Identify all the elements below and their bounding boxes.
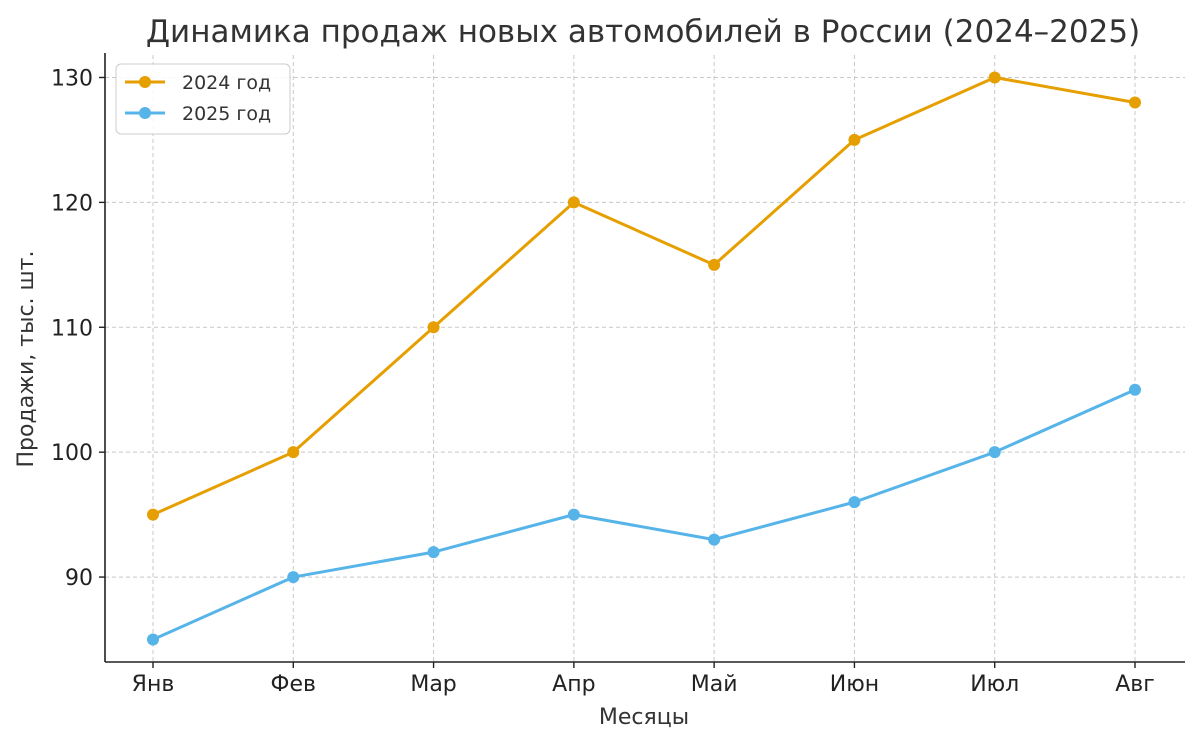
- y-tick-label: 110: [51, 316, 93, 341]
- legend-marker: [139, 107, 151, 119]
- legend: 2024 год 2025 год: [115, 63, 291, 135]
- y-axis-label: Продажи, тыс. шт.: [14, 251, 39, 468]
- chart-title: Динамика продаж новых автомобилей в Росс…: [146, 14, 1140, 50]
- x-tick-label: Апр: [552, 672, 595, 697]
- x-axis-label: Месяцы: [599, 705, 689, 730]
- data-point: [427, 321, 440, 334]
- legend-item: 2024 год: [125, 72, 271, 94]
- data-point: [427, 546, 440, 559]
- series-1: [147, 71, 1141, 521]
- data-point: [287, 571, 300, 584]
- data-point: [147, 508, 159, 521]
- legend-item: 2025 год: [125, 103, 271, 125]
- data-point: [147, 633, 159, 646]
- grid: [105, 55, 1185, 662]
- x-tick-label: Авг: [1115, 672, 1155, 697]
- x-tick-label: Июн: [830, 672, 879, 697]
- y-tick-label: 120: [51, 191, 93, 216]
- data-point: [848, 496, 861, 509]
- legend-label: 2024 год: [182, 72, 271, 94]
- series-line: [151, 75, 1137, 517]
- data-point: [848, 133, 861, 146]
- data-point: [708, 533, 721, 546]
- axes: 90 100 110 120 130 Янв Фев Мар Апр Май Июн Июл Авг: [51, 53, 1185, 697]
- data-point: [567, 196, 580, 209]
- data-point: [988, 446, 1001, 459]
- data-point: [287, 446, 300, 459]
- x-tick-label: Фев: [271, 672, 316, 697]
- y-tick-label: 90: [65, 566, 93, 591]
- legend-label: 2025 год: [182, 103, 271, 125]
- data-point: [708, 258, 721, 271]
- x-tick-label: Янв: [132, 672, 175, 697]
- x-tick-label: Июл: [970, 672, 1019, 697]
- legend-marker: [139, 76, 151, 88]
- series-line: [151, 388, 1137, 642]
- data-point: [567, 508, 580, 521]
- series-2: [147, 383, 1141, 646]
- x-tick-label: Мар: [410, 672, 456, 697]
- data-point: [1129, 383, 1141, 396]
- data-point: [1129, 96, 1141, 109]
- y-tick-label: 130: [51, 66, 93, 91]
- x-tick-label: Май: [691, 672, 738, 697]
- series-layer: [147, 71, 1141, 646]
- data-point: [988, 71, 1001, 84]
- y-tick-label: 100: [51, 441, 93, 466]
